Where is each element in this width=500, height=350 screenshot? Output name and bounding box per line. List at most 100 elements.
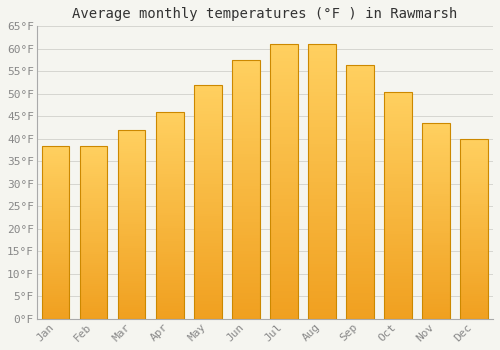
Bar bbox=[232, 105, 260, 108]
Bar bbox=[194, 190, 222, 193]
Bar bbox=[384, 154, 411, 157]
Bar bbox=[346, 297, 374, 300]
Bar bbox=[194, 187, 222, 190]
Bar bbox=[460, 290, 487, 292]
Bar bbox=[422, 282, 450, 285]
Bar bbox=[232, 251, 260, 254]
Bar bbox=[422, 160, 450, 162]
Bar bbox=[156, 176, 184, 179]
Bar bbox=[42, 278, 70, 280]
Bar bbox=[460, 163, 487, 166]
Bar bbox=[194, 225, 222, 228]
Bar bbox=[232, 215, 260, 219]
Bar bbox=[346, 252, 374, 255]
Bar bbox=[308, 161, 336, 164]
Bar bbox=[270, 219, 297, 223]
Bar bbox=[118, 281, 146, 284]
Bar bbox=[232, 235, 260, 238]
Bar bbox=[384, 182, 411, 186]
Bar bbox=[308, 164, 336, 168]
Bar bbox=[194, 91, 222, 93]
Bar bbox=[194, 155, 222, 158]
Bar bbox=[308, 205, 336, 209]
Bar bbox=[42, 169, 70, 172]
Bar bbox=[422, 285, 450, 287]
Bar bbox=[42, 237, 70, 239]
Bar bbox=[346, 179, 374, 182]
Bar bbox=[118, 217, 146, 220]
Bar bbox=[118, 272, 146, 274]
Bar bbox=[384, 299, 411, 302]
Bar bbox=[384, 148, 411, 151]
Bar bbox=[270, 309, 297, 312]
Bar bbox=[118, 187, 146, 189]
Bar bbox=[80, 245, 108, 247]
Bar bbox=[460, 278, 487, 281]
Bar bbox=[194, 304, 222, 307]
Bar bbox=[422, 218, 450, 221]
Bar bbox=[422, 138, 450, 140]
Bar bbox=[346, 259, 374, 262]
Bar bbox=[42, 197, 70, 200]
Bar bbox=[384, 290, 411, 293]
Bar bbox=[42, 291, 70, 293]
Bar bbox=[422, 297, 450, 299]
Bar bbox=[118, 130, 146, 319]
Bar bbox=[232, 222, 260, 225]
Bar bbox=[346, 99, 374, 103]
Bar bbox=[460, 177, 487, 179]
Bar bbox=[422, 221, 450, 223]
Bar bbox=[346, 198, 374, 201]
Bar bbox=[42, 262, 70, 265]
Bar bbox=[118, 258, 146, 260]
Bar bbox=[308, 281, 336, 285]
Bar bbox=[270, 178, 297, 182]
Bar bbox=[422, 258, 450, 260]
Bar bbox=[156, 228, 184, 231]
Bar bbox=[80, 182, 108, 184]
Bar bbox=[460, 139, 487, 141]
Bar bbox=[384, 245, 411, 248]
Bar bbox=[460, 229, 487, 231]
Bar bbox=[308, 151, 336, 154]
Bar bbox=[80, 146, 108, 148]
Bar bbox=[308, 240, 336, 243]
Bar bbox=[118, 288, 146, 290]
Bar bbox=[80, 317, 108, 319]
Bar bbox=[270, 44, 297, 319]
Bar bbox=[270, 182, 297, 185]
Bar bbox=[232, 150, 260, 154]
Bar bbox=[384, 217, 411, 219]
Bar bbox=[384, 316, 411, 319]
Bar bbox=[422, 189, 450, 191]
Bar bbox=[232, 232, 260, 235]
Bar bbox=[232, 73, 260, 76]
Bar bbox=[194, 193, 222, 196]
Bar bbox=[232, 79, 260, 83]
Bar bbox=[42, 165, 70, 167]
Bar bbox=[118, 175, 146, 177]
Bar bbox=[422, 199, 450, 201]
Bar bbox=[422, 304, 450, 307]
Bar bbox=[270, 188, 297, 192]
Bar bbox=[232, 157, 260, 160]
Bar bbox=[194, 208, 222, 211]
Bar bbox=[384, 268, 411, 271]
Bar bbox=[384, 103, 411, 106]
Bar bbox=[346, 204, 374, 208]
Bar bbox=[118, 163, 146, 165]
Bar bbox=[118, 198, 146, 201]
Bar bbox=[232, 83, 260, 86]
Bar bbox=[270, 82, 297, 85]
Bar bbox=[384, 131, 411, 134]
Bar bbox=[270, 44, 297, 48]
Bar bbox=[156, 267, 184, 270]
Bar bbox=[232, 257, 260, 261]
Bar bbox=[270, 92, 297, 96]
Bar bbox=[384, 248, 411, 251]
Bar bbox=[270, 315, 297, 319]
Bar bbox=[156, 223, 184, 226]
Bar bbox=[346, 224, 374, 227]
Bar bbox=[346, 125, 374, 128]
Bar bbox=[308, 65, 336, 68]
